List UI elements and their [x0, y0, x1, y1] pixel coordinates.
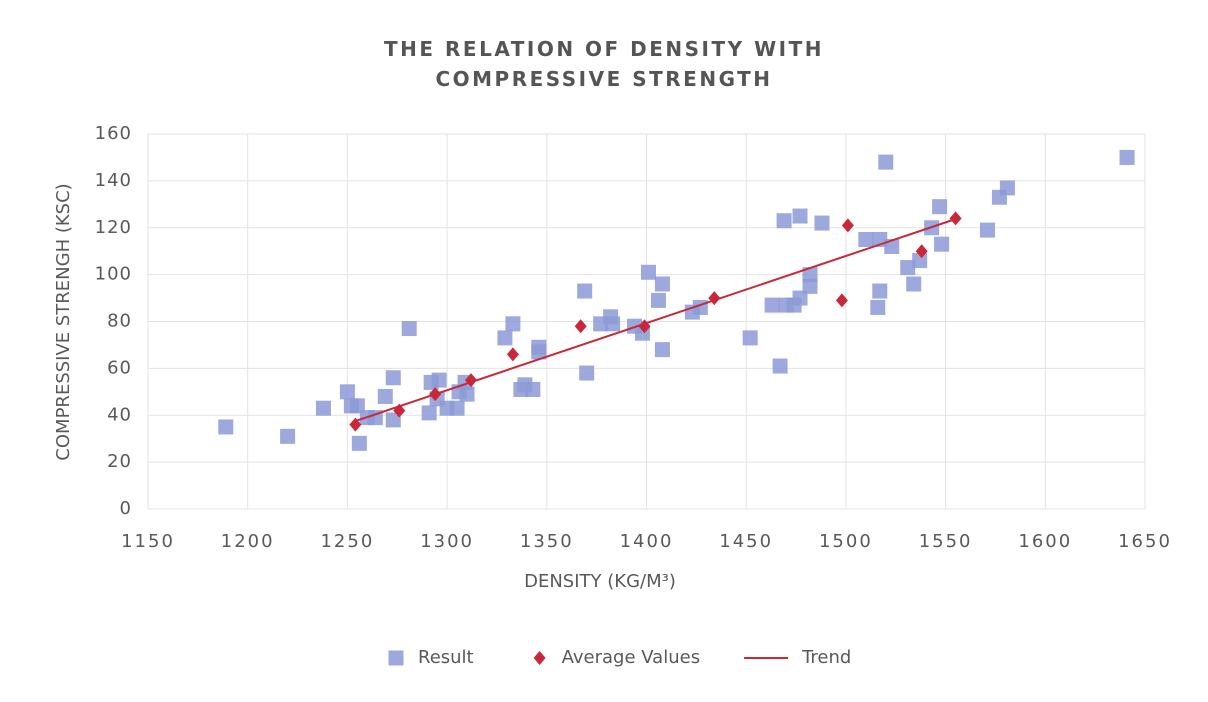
- point: [641, 265, 656, 280]
- point: [655, 342, 670, 357]
- point: [378, 389, 393, 404]
- legend: Result Average Values Trend: [389, 647, 852, 668]
- y-tick-label: 40: [107, 404, 132, 425]
- point: [1000, 180, 1015, 195]
- page: {"chart_data": {"type": "scatter", "titl…: [0, 0, 1208, 702]
- point: [872, 284, 887, 299]
- point: [655, 277, 670, 292]
- y-tick-label: 140: [95, 170, 132, 191]
- point: [932, 199, 947, 214]
- point: [814, 216, 829, 231]
- point: [870, 300, 885, 315]
- legend-label: Trend: [801, 647, 851, 668]
- point: [432, 373, 447, 388]
- y-tick-label: 80: [107, 311, 132, 332]
- point: [386, 370, 401, 385]
- legend-marker: [534, 651, 546, 665]
- x-tick-label: 1400: [620, 531, 674, 552]
- point: [858, 232, 873, 247]
- point: [579, 366, 594, 381]
- x-tick-label: 1500: [819, 531, 873, 552]
- trend-line: [355, 218, 957, 421]
- point: [402, 321, 417, 336]
- point: [906, 277, 921, 292]
- point: [316, 401, 331, 416]
- chart: DENSITY (KG/M³) COMPRESSIVE STRENGH (KSC…: [0, 0, 1208, 702]
- x-tick-label: 1450: [719, 531, 773, 552]
- x-tick-label: 1150: [121, 531, 175, 552]
- point: [1120, 150, 1135, 165]
- y-tick-label: 20: [107, 451, 132, 472]
- point: [497, 330, 512, 345]
- point: [934, 237, 949, 252]
- x-tick-label: 1200: [221, 531, 275, 552]
- y-tick-label: 0: [120, 498, 132, 519]
- point: [505, 316, 520, 331]
- point: [507, 347, 519, 361]
- point: [651, 293, 666, 308]
- x-tick-label: 1600: [1018, 531, 1072, 552]
- point: [352, 436, 367, 451]
- y-tick-label: 100: [95, 264, 132, 285]
- point: [280, 429, 295, 444]
- point: [765, 298, 780, 313]
- point: [422, 405, 437, 420]
- y-tick-label: 160: [95, 123, 132, 144]
- point: [980, 223, 995, 238]
- legend-label: Average Values: [562, 647, 700, 668]
- point: [743, 330, 758, 345]
- point: [878, 155, 893, 170]
- point: [605, 316, 620, 331]
- point: [577, 284, 592, 299]
- x-tick-label: 1550: [919, 531, 973, 552]
- x-tick-label: 1650: [1118, 531, 1172, 552]
- point: [793, 209, 808, 224]
- point: [218, 419, 233, 434]
- point: [773, 359, 788, 374]
- point: [777, 213, 792, 228]
- x-tick-label: 1300: [420, 531, 474, 552]
- y-tick-label: 120: [95, 217, 132, 238]
- point: [525, 382, 540, 397]
- point: [460, 387, 475, 402]
- legend-marker: [389, 651, 404, 666]
- legend-label: Result: [418, 647, 474, 668]
- x-axis-label: DENSITY (KG/M³): [524, 571, 676, 592]
- point: [842, 218, 854, 232]
- x-tick-label: 1250: [320, 531, 374, 552]
- point: [340, 384, 355, 399]
- point: [450, 401, 465, 416]
- y-tick-label: 60: [107, 357, 132, 378]
- x-tick-label: 1350: [520, 531, 574, 552]
- y-axis-label: COMPRESSIVE STRENGH (KSC): [53, 183, 74, 460]
